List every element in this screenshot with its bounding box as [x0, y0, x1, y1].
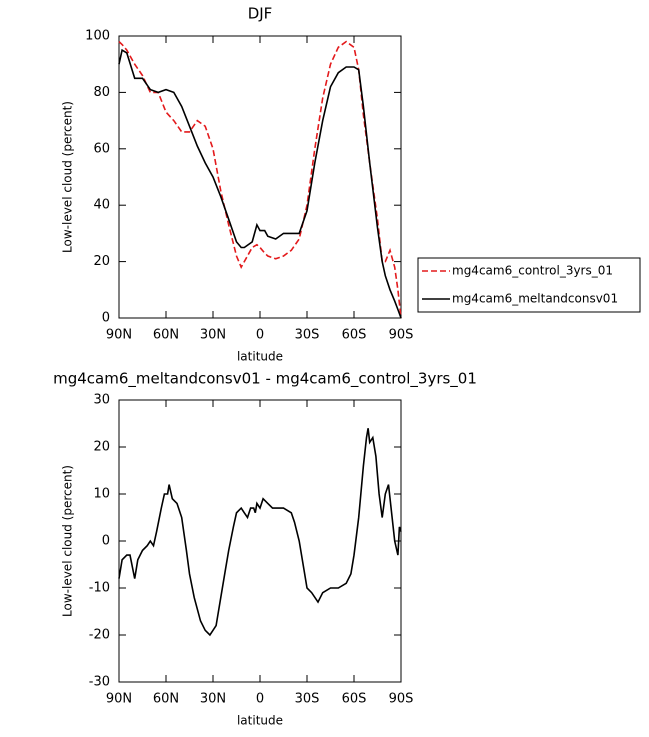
chart-title: mg4cam6_meltandconsv01 - mg4cam6_control…	[53, 370, 477, 389]
y-tick-label: -20	[89, 628, 110, 643]
legend-box	[417, 257, 641, 313]
x-tick-label: 90N	[106, 692, 132, 707]
x-tick-label: 90S	[389, 328, 414, 343]
y-tick-label: 100	[85, 29, 110, 44]
plot-frame	[118, 35, 402, 319]
data-line	[118, 40, 402, 319]
y-tick-label: 10	[93, 487, 110, 502]
legend-label: mg4cam6_control_3yrs_01	[452, 264, 613, 278]
x-tick-label: 30N	[200, 692, 226, 707]
legend-label: mg4cam6_meltandconsv01	[452, 292, 618, 306]
x-tick-label: 90N	[106, 328, 132, 343]
x-tick-label: 90S	[389, 692, 414, 707]
y-tick-label: 40	[93, 198, 110, 213]
y-tick-label: -30	[89, 675, 110, 690]
plot-frame	[118, 399, 402, 683]
x-tick-label: 30N	[200, 328, 226, 343]
x-tick-label: 0	[256, 692, 264, 707]
x-tick-label: 60N	[153, 692, 179, 707]
y-tick-label: 60	[93, 141, 110, 156]
x-tick-label: 60S	[342, 328, 367, 343]
y-axis-label: Low-level cloud (percent)	[61, 101, 75, 253]
data-line	[118, 48, 402, 319]
y-tick-label: 30	[93, 393, 110, 408]
x-tick-label: 30S	[295, 328, 320, 343]
y-tick-label: -10	[89, 581, 110, 596]
y-axis-label: Low-level cloud (percent)	[61, 465, 75, 617]
y-tick-label: 0	[102, 311, 110, 326]
x-axis-label: latitude	[237, 714, 283, 728]
chart-title: DJF	[248, 5, 273, 23]
y-tick-label: 80	[93, 85, 110, 100]
y-tick-label: 20	[93, 254, 110, 269]
y-tick-label: 20	[93, 440, 110, 455]
x-tick-label: 60N	[153, 328, 179, 343]
x-tick-label: 30S	[295, 692, 320, 707]
x-tick-label: 0	[256, 328, 264, 343]
x-tick-label: 60S	[342, 692, 367, 707]
y-tick-label: 0	[102, 534, 110, 549]
data-line	[118, 428, 402, 637]
x-axis-label: latitude	[237, 350, 283, 364]
